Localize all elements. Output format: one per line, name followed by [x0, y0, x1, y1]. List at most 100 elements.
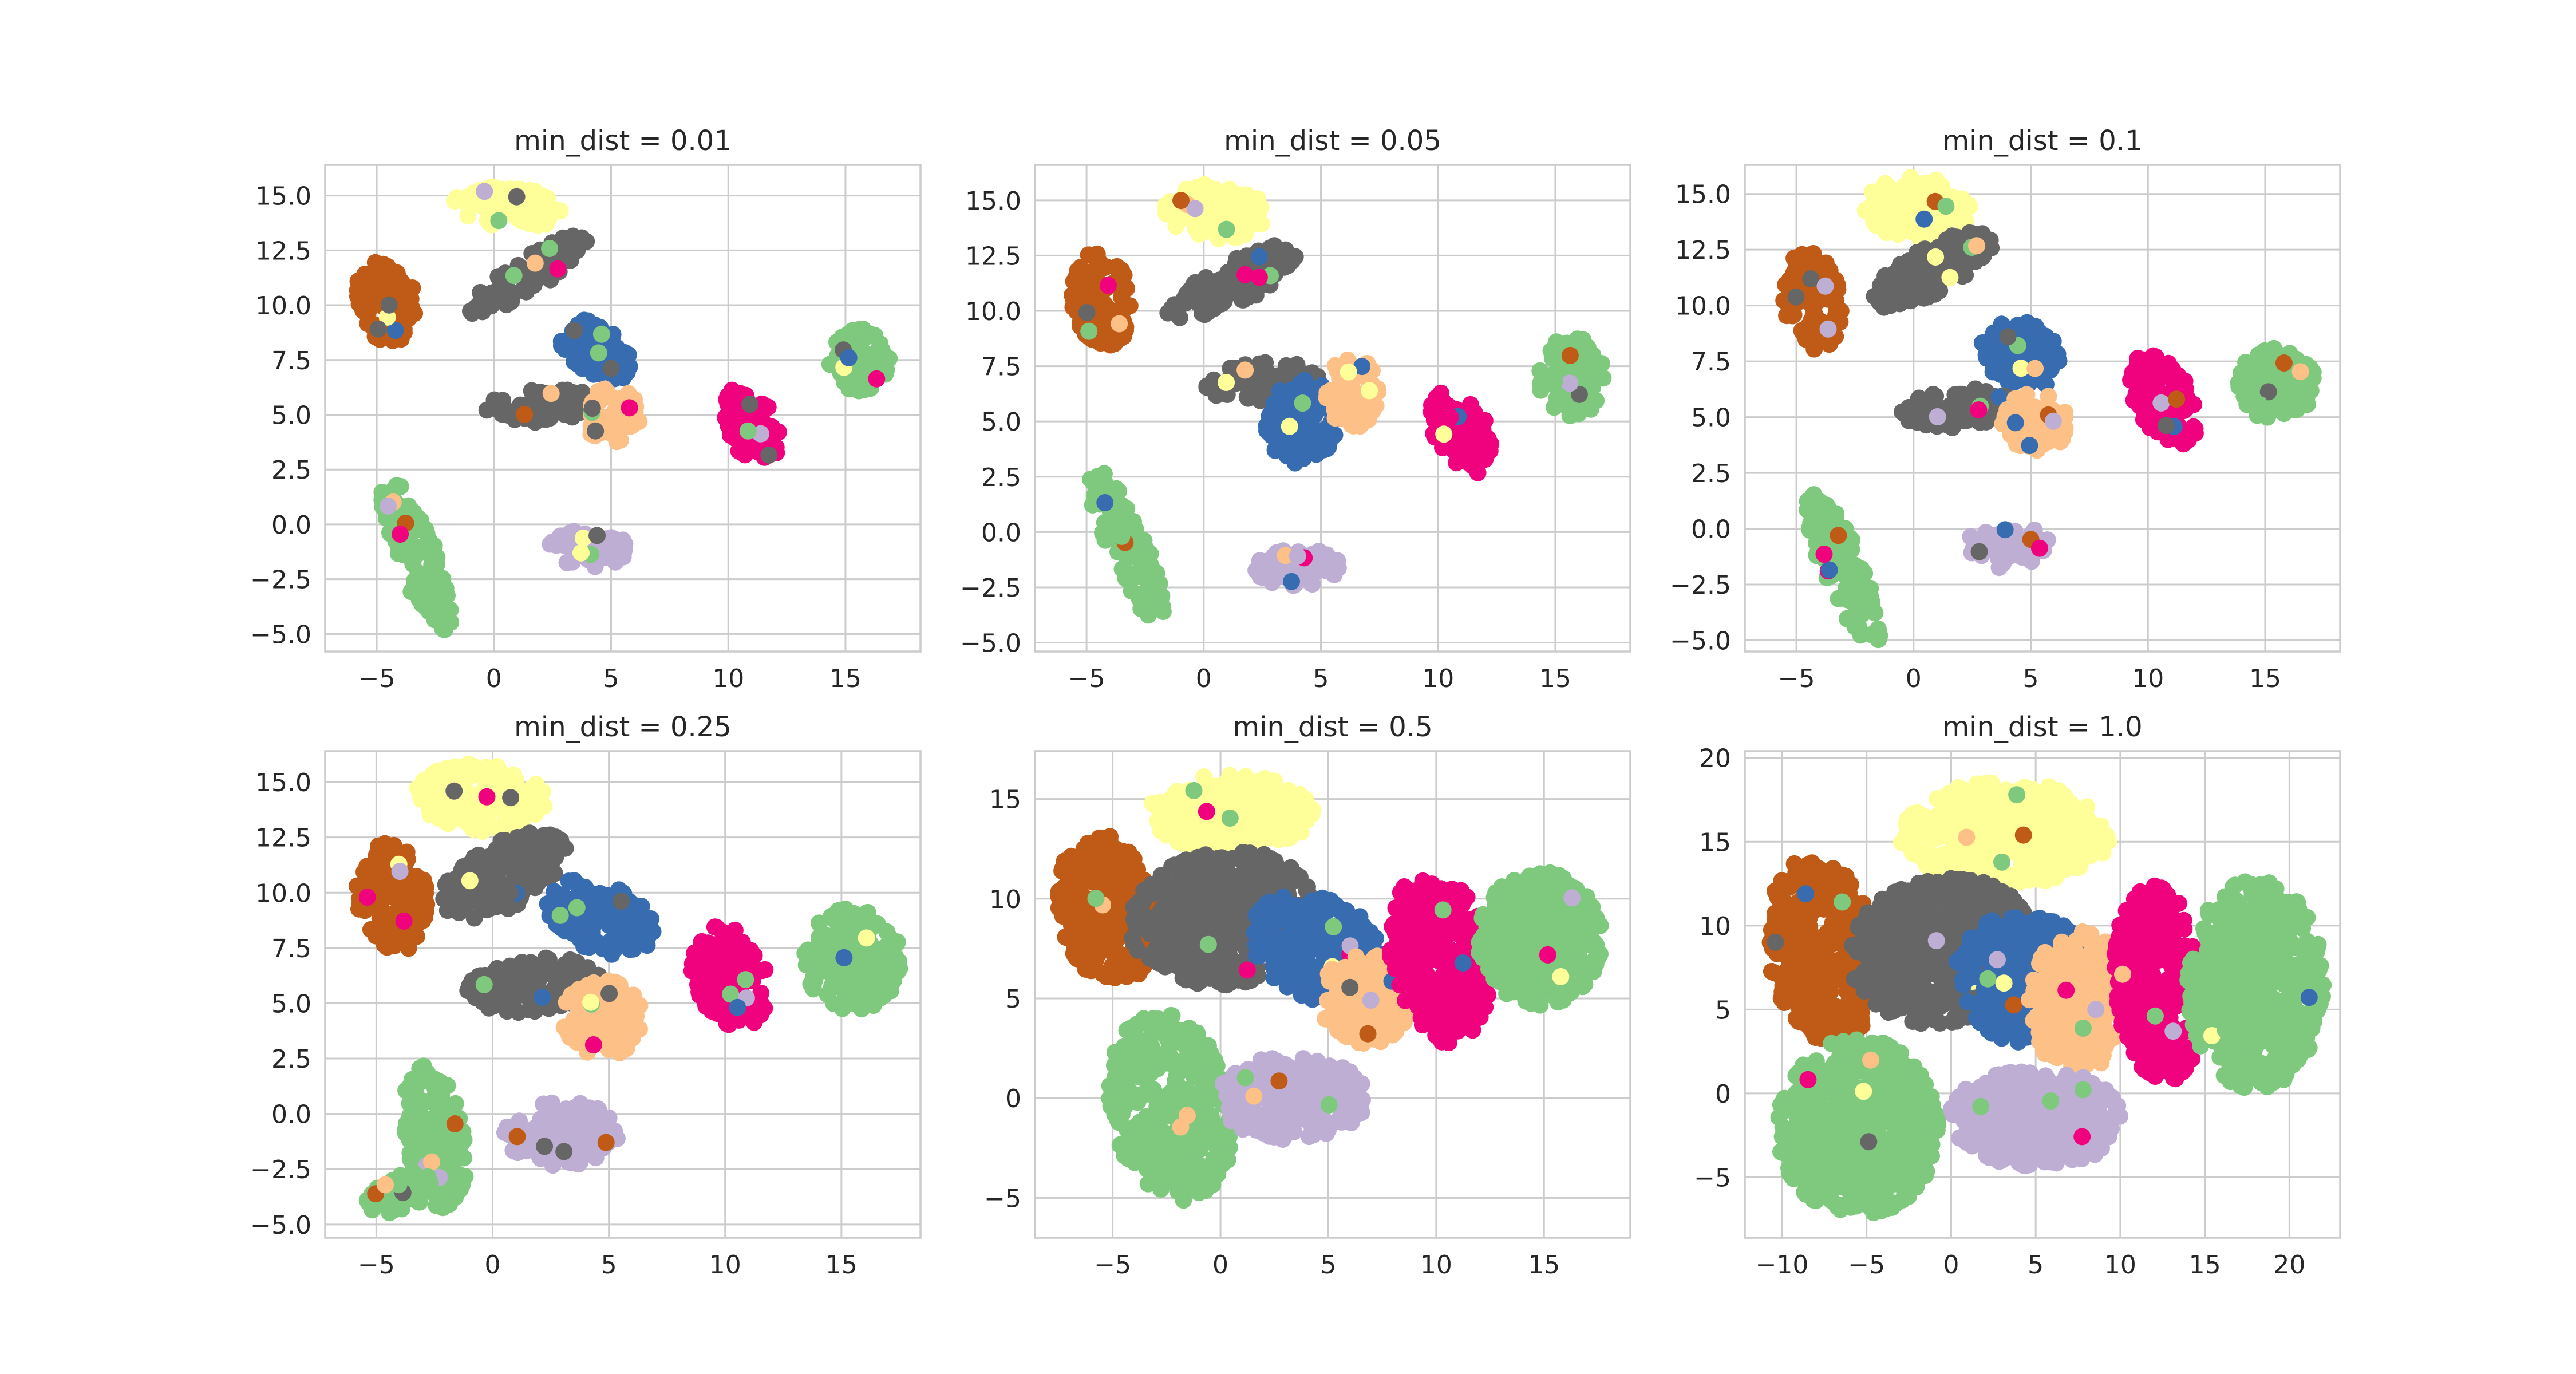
- data-point: [1258, 362, 1276, 380]
- data-point: [532, 965, 550, 983]
- data-point: [1121, 297, 1139, 315]
- data-point: [476, 882, 494, 899]
- data-point: [642, 910, 659, 927]
- scatter-points: [1775, 169, 2322, 649]
- outlier-point: [461, 872, 479, 890]
- data-point: [503, 293, 520, 310]
- data-point: [410, 591, 428, 609]
- data-point: [592, 887, 610, 905]
- x-tick-label: 0: [486, 664, 502, 693]
- data-point: [409, 545, 426, 563]
- data-point: [714, 964, 732, 982]
- outlier-point: [1941, 269, 1959, 286]
- data-point: [381, 1204, 398, 1222]
- y-tick-label: 0.0: [271, 511, 311, 540]
- outlier-point: [566, 322, 583, 339]
- x-tick-label: 5: [603, 664, 619, 693]
- data-point: [1532, 381, 1550, 399]
- data-point: [496, 832, 514, 850]
- data-point: [1827, 306, 1844, 324]
- x-tick-label: 10: [2132, 664, 2164, 693]
- data-point: [1279, 808, 1297, 826]
- data-point: [1876, 175, 1894, 192]
- axes-frame: [1034, 164, 1631, 653]
- data-point: [623, 926, 641, 944]
- data-point: [464, 820, 481, 838]
- data-point: [1785, 250, 1803, 267]
- outlier-point: [1915, 210, 1933, 228]
- y-tick-label: −2.5: [250, 566, 311, 595]
- cluster-7: [683, 918, 774, 1033]
- outlier-point: [508, 188, 526, 206]
- data-point: [405, 1121, 422, 1139]
- y-tick-label: 7.5: [981, 353, 1021, 382]
- data-point: [611, 431, 629, 449]
- outlier-point: [549, 260, 567, 278]
- data-point: [723, 381, 741, 399]
- data-point: [527, 776, 545, 793]
- data-point: [459, 207, 477, 224]
- cluster-1: [1856, 169, 1978, 249]
- data-point: [851, 956, 868, 973]
- outlier-point: [1218, 220, 1235, 238]
- data-point: [543, 1118, 560, 1136]
- data-point: [1215, 831, 1232, 849]
- cluster-4: [552, 311, 638, 388]
- data-point: [769, 423, 787, 441]
- outlier-point: [587, 422, 605, 440]
- data-point: [2129, 349, 2147, 367]
- outlier-point: [1353, 358, 1371, 376]
- outlier-point: [722, 985, 740, 1003]
- cluster-9: [1082, 465, 1172, 624]
- y-tick-label: −2.5: [960, 574, 1021, 603]
- y-tick-label: −5.0: [1670, 627, 1731, 656]
- data-point: [1928, 281, 1946, 298]
- data-point: [1913, 244, 1931, 262]
- cluster-10: [1962, 521, 2056, 577]
- data-point: [1856, 564, 1874, 582]
- y-tick-label: 12.5: [255, 236, 311, 266]
- data-point: [1922, 175, 1940, 192]
- outlier-point: [1078, 304, 1096, 321]
- cluster-2: [348, 835, 436, 957]
- data-point: [1279, 361, 1297, 379]
- outlier-point: [583, 400, 601, 417]
- data-point: [1072, 289, 1089, 306]
- data-point: [1843, 566, 1860, 584]
- x-tick-label: 15: [825, 1250, 858, 1280]
- outlier-point: [1096, 494, 1114, 511]
- x-tick-label: 15: [2249, 664, 2281, 693]
- data-point: [1140, 606, 1157, 624]
- outlier-point: [377, 1176, 394, 1194]
- outlier-point: [835, 949, 853, 966]
- outlier-point: [542, 385, 560, 402]
- scatter-points: [349, 179, 898, 638]
- outlier-point: [588, 527, 606, 544]
- outlier-point: [423, 1153, 440, 1171]
- data-point: [370, 842, 388, 860]
- data-point: [1981, 231, 1999, 249]
- outlier-point: [621, 399, 638, 417]
- outlier-point: [568, 899, 586, 917]
- data-point: [1222, 360, 1239, 377]
- data-point: [417, 1071, 435, 1088]
- data-point: [1085, 954, 1103, 972]
- data-point: [880, 935, 898, 953]
- outlier-point: [1111, 315, 1128, 333]
- y-tick-label: −2.5: [250, 1155, 311, 1185]
- cluster-10: [358, 1165, 439, 1222]
- cluster-7: [1423, 384, 1500, 481]
- data-point: [1232, 793, 1250, 811]
- cluster-3: [1866, 224, 2000, 316]
- outlier-point: [1087, 890, 1105, 907]
- x-tick-label: −5: [1068, 664, 1105, 693]
- data-point: [1957, 266, 1974, 284]
- outlier-point: [2168, 390, 2186, 408]
- data-point: [1203, 279, 1220, 297]
- cluster-10: [542, 523, 634, 575]
- outlier-point: [1283, 572, 1300, 590]
- data-point: [1242, 213, 1259, 231]
- data-point: [802, 975, 820, 993]
- data-point: [487, 898, 504, 916]
- data-point: [1949, 396, 1966, 414]
